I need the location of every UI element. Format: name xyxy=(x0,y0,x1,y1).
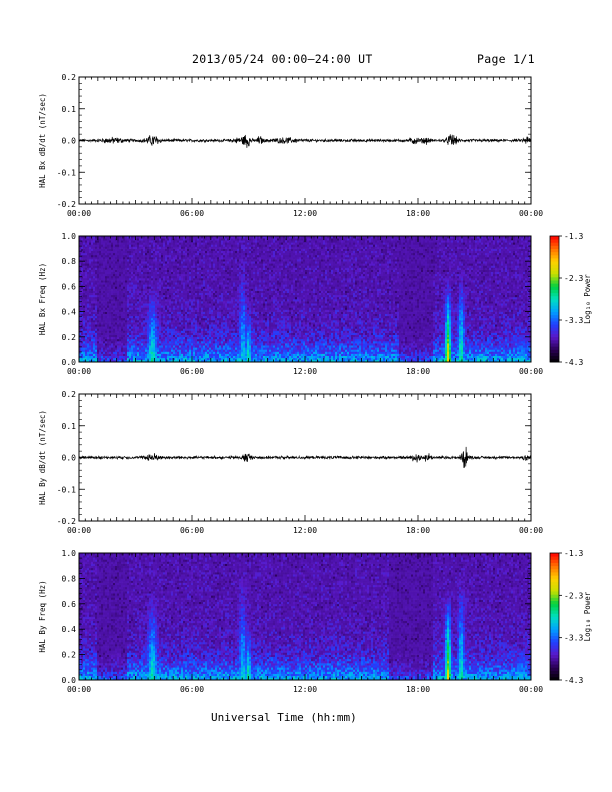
colorbar-tick-label: -4.3 xyxy=(564,358,583,367)
colorbar-title: Log₁₀ Power xyxy=(583,274,592,324)
y-tick-label: 0.0 xyxy=(62,137,77,146)
y-tick-label: 0.4 xyxy=(62,625,77,634)
y-tick-label: 0.0 xyxy=(62,454,77,463)
x-tick-label: 00:00 xyxy=(519,367,543,376)
y-tick-label: 0.1 xyxy=(62,422,77,431)
colorbar-tick-label: -2.3 xyxy=(564,591,583,600)
x-tick-label: 06:00 xyxy=(180,685,204,694)
x-tick-label: 00:00 xyxy=(519,209,543,218)
x-tick-label: 12:00 xyxy=(293,526,317,535)
y-tick-label: 0.2 xyxy=(62,651,77,660)
y-tick-label: -0.1 xyxy=(57,168,76,177)
x-tick-label: 06:00 xyxy=(180,367,204,376)
y-tick-label: 1.0 xyxy=(62,232,77,241)
x-tick-label: 00:00 xyxy=(519,685,543,694)
x-tick-label: 18:00 xyxy=(406,685,430,694)
x-tick-label: 00:00 xyxy=(67,367,91,376)
x-tick-label: 18:00 xyxy=(406,367,430,376)
colorbar-tick-label: -3.3 xyxy=(564,316,583,325)
x-tick-label: 18:00 xyxy=(406,209,430,218)
y-tick-label: 0.8 xyxy=(62,257,77,266)
y-axis-label: HAL Bx dB/dt (nT/sec) xyxy=(38,93,47,188)
x-tick-label: 00:00 xyxy=(67,209,91,218)
x-tick-label: 12:00 xyxy=(293,209,317,218)
colorbar-1 xyxy=(550,236,559,362)
heatmap-cells-3 xyxy=(79,553,531,680)
colorbar-tick-label: -1.3 xyxy=(564,232,583,241)
x-tick-label: 12:00 xyxy=(293,685,317,694)
y-tick-label: -0.2 xyxy=(57,200,76,209)
x-tick-label: 00:00 xyxy=(519,526,543,535)
y-tick-label: 0.2 xyxy=(62,333,77,342)
y-tick-label: 0.2 xyxy=(62,73,77,82)
x-axis-label: Universal Time (hh:mm) xyxy=(211,711,357,724)
y-tick-label: 0.4 xyxy=(62,308,77,317)
y-tick-label: 0.0 xyxy=(62,676,77,685)
y-tick-label: 0.8 xyxy=(62,574,77,583)
y-tick-label: 0.6 xyxy=(62,600,77,609)
x-tick-label: 06:00 xyxy=(180,526,204,535)
colorbar-tick-label: -4.3 xyxy=(564,676,583,685)
y-axis-label: HAL Bx Freq (Hz) xyxy=(38,263,47,335)
heatmap-cells-1 xyxy=(79,236,531,362)
colorbar-tick-label: -1.3 xyxy=(564,549,583,558)
colorbar-tick-label: -3.3 xyxy=(564,634,583,643)
colorbar-3 xyxy=(550,553,559,680)
colorbar-tick-label: -2.3 xyxy=(564,274,583,283)
y-tick-label: -0.1 xyxy=(57,485,76,494)
y-tick-label: 1.0 xyxy=(62,549,77,558)
colorbar-title: Log₁₀ Power xyxy=(583,591,592,641)
y-axis-label: HAL By Freq (Hz) xyxy=(38,580,47,652)
x-tick-label: 12:00 xyxy=(293,367,317,376)
y-tick-label: 0.2 xyxy=(62,390,77,399)
y-tick-label: 0.0 xyxy=(62,358,77,367)
x-tick-label: 00:00 xyxy=(67,526,91,535)
y-axis-label: HAL By dB/dt (nT/sec) xyxy=(38,410,47,505)
series-line-0 xyxy=(79,134,531,148)
y-tick-label: -0.2 xyxy=(57,517,76,526)
x-tick-label: 00:00 xyxy=(67,685,91,694)
x-tick-label: 18:00 xyxy=(406,526,430,535)
y-tick-label: 0.1 xyxy=(62,105,77,114)
x-tick-label: 06:00 xyxy=(180,209,204,218)
y-tick-label: 0.6 xyxy=(62,282,77,291)
series-line-2 xyxy=(79,447,531,468)
